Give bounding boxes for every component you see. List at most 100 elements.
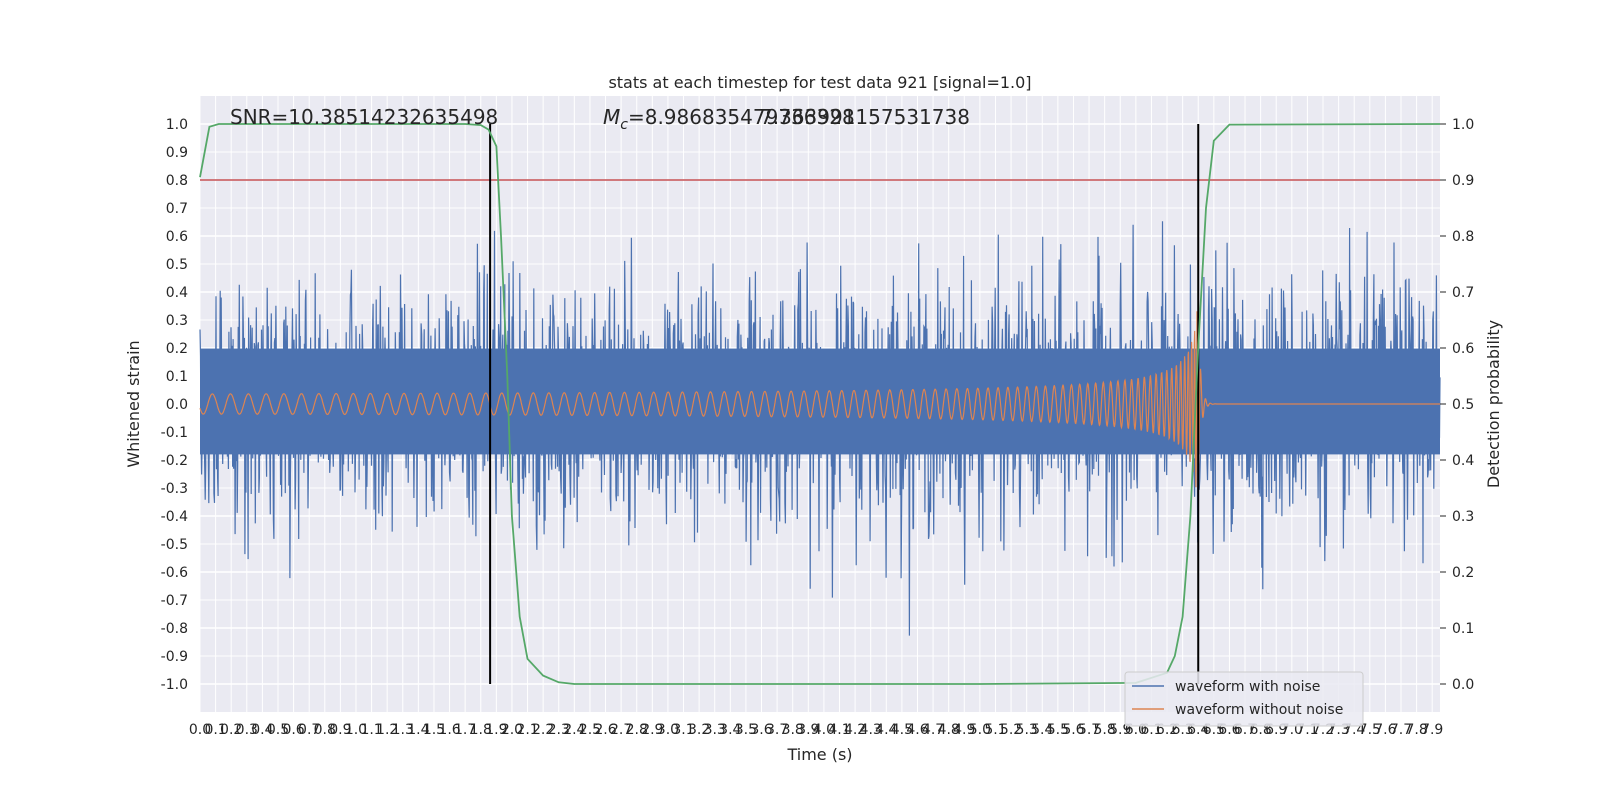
x-tick-label: 3.6 [750,722,772,738]
y-axis-label: Whitened strain [124,340,143,467]
y-tick-label: -0.9 [161,649,188,665]
x-tick-label: 1.9 [485,722,507,738]
x-tick-label: 5.1 [984,722,1006,738]
x-tick-label: 2.6 [594,722,616,738]
y-tick-label: 0.1 [166,369,188,385]
legend: waveform with noise waveform without noi… [1124,671,1364,727]
x-tick-label: 0.3 [236,722,258,738]
x-tick-label: 0.2 [220,722,242,738]
y-tick-label: 0.9 [166,145,188,161]
x-tick-label: 4.6 [906,722,928,738]
x-tick-label: 5.7 [1078,722,1100,738]
x-tick-label: 2.8 [626,722,648,738]
x-tick-label: 4.2 [844,722,866,738]
y2-tick-label: 0.2 [1452,565,1474,581]
x-tick-label: 3.3 [704,722,726,738]
legend-label-clean: waveform without noise [1175,702,1343,718]
chirp-mass-value: =8.986835479736328 [628,105,855,129]
x-tick-label: 0.1 [204,722,226,738]
x-axis-label: Time (s) [786,745,852,764]
x-tick-label: 5.8 [1094,722,1116,738]
x-tick-label: 3.8 [782,722,804,738]
x-tick-label: 0.7 [298,722,320,738]
y-tick-label: -0.8 [161,621,188,637]
x-tick-label: 1.4 [407,722,429,738]
y2-tick-label: 0.0 [1452,677,1474,693]
y2-tick-label: 0.9 [1452,173,1474,189]
x-tick-label: 5.5 [1047,722,1069,738]
x-tick-label: 5.3 [1016,722,1038,738]
y-tick-label: -0.4 [161,509,188,525]
x-tick-label: 7.5 [1359,722,1381,738]
series-detection-probability [199,123,1441,685]
chirp-mass-annotation: Mc=8.986835479736328 [603,105,855,133]
y-tick-label: 1.0 [166,117,188,133]
y-tick-label: -0.1 [161,425,188,441]
x-tick-label: 1.8 [470,722,492,738]
legend-label-noise: waveform with noise [1175,679,1320,695]
chirp-mass-subscript: c [620,117,628,133]
x-tick-label: 5.4 [1031,722,1053,738]
x-tick-label: 3.9 [797,722,819,738]
x-tick-label: 1.7 [454,722,476,738]
x-tick-label: 0.0 [189,722,211,738]
x-tick-label: 1.2 [376,722,398,738]
y-tick-label: -0.2 [161,453,188,469]
x-tick-label: 3.5 [735,722,757,738]
y2-tick-label: 0.3 [1452,509,1474,525]
y2-tick-label: 0.6 [1452,341,1474,357]
x-tick-label: 7.8 [1405,722,1427,738]
y2-tick-label: 0.1 [1452,621,1474,637]
x-tick-label: 2.2 [532,722,554,738]
chart-title: stats at each timestep for test data 921… [608,73,1031,92]
y2-tick-label: 0.4 [1452,453,1474,469]
x-tick-label: 1.1 [360,722,382,738]
x-tick-label: 4.8 [938,722,960,738]
y-tick-label: -0.7 [161,593,188,609]
x-tick-label: 7.6 [1374,722,1396,738]
x-tick-label: 2.4 [563,722,585,738]
x-tick-label: 5.2 [1000,722,1022,738]
x-tick-label: 0.6 [282,722,304,738]
x-tick-label: 5.9 [1109,722,1131,738]
y2-tick-label: 0.5 [1452,397,1474,413]
y-tick-label: 0.2 [166,341,188,357]
y-tick-label: -1.0 [161,677,188,693]
y-tick-label: 0.5 [166,257,188,273]
y-tick-label: 0.0 [166,397,188,413]
x-tick-label: 4.0 [813,722,835,738]
y2-axis-label: Detection probability [1484,320,1503,488]
y-tick-label: 0.6 [166,229,188,245]
x-tick-label: 0.8 [314,722,336,738]
y-tick-label: 0.3 [166,313,188,329]
x-tick-label: 4.9 [953,722,975,738]
chirp-mass-symbol: M [603,105,620,129]
x-tick-label: 1.5 [423,722,445,738]
x-tick-label: 3.7 [766,722,788,738]
x-tick-label: 3.2 [688,722,710,738]
y-tick-label: 0.8 [166,173,188,189]
vertical-markers [489,124,1200,684]
x-tick-label: 3.1 [672,722,694,738]
x-tick-label: 2.5 [579,722,601,738]
x-tick-label: 4.1 [828,722,850,738]
x-tick-label: 7.9 [1421,722,1443,738]
legend-box [1124,671,1364,727]
y-tick-label: 0.4 [166,285,188,301]
x-tick-label: 0.9 [329,722,351,738]
x-tick-label: 4.7 [922,722,944,738]
x-tick-label: 0.4 [251,722,273,738]
x-tick-label: 5.6 [1062,722,1084,738]
y2-tick-label: 0.8 [1452,229,1474,245]
x-tick-label: 1.0 [345,722,367,738]
overlapping-annotation: 7.363991157531738 [760,105,970,129]
x-tick-label: 2.9 [641,722,663,738]
y2-tick-labels: 1.0 0.9 0.8 0.7 0.6 0.5 0.4 0.3 0.2 0.1 0.0 [1440,117,1474,693]
x-tick-label: 2.7 [610,722,632,738]
x-tick-label: 7.7 [1390,722,1412,738]
y2-tick-label: 1.0 [1452,117,1474,133]
snr-annotation: SNR=10.38514232635498 [230,105,498,129]
x-tick-label: 1.6 [438,722,460,738]
x-tick-label: 0.5 [267,722,289,738]
